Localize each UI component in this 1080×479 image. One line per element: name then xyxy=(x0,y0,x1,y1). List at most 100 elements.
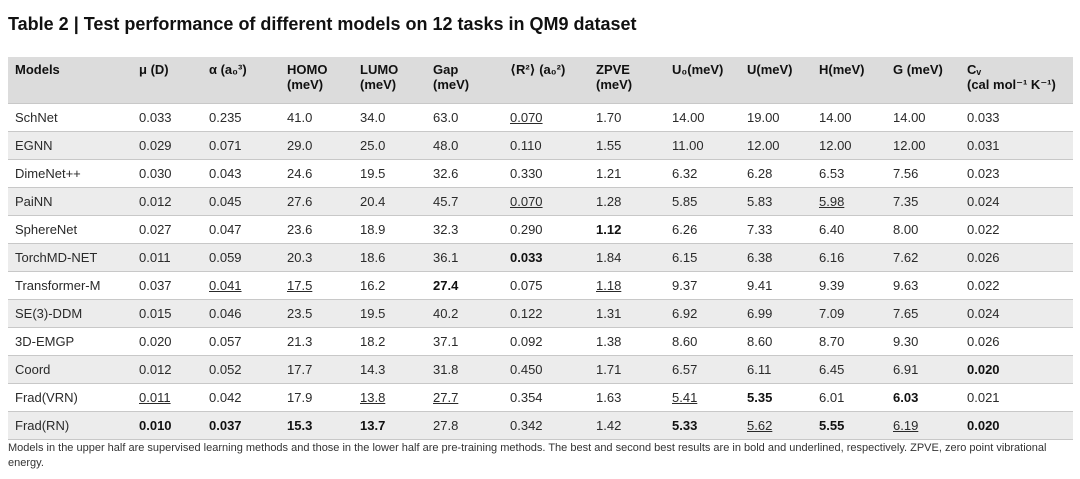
column-header-line: μ (D) xyxy=(139,62,169,77)
value-cell-alpha: 0.041 xyxy=(209,270,287,299)
value-cell-alpha: 0.043 xyxy=(209,158,287,187)
value-cell-u0: 14.00 xyxy=(672,102,747,131)
column-header-u: U(meV) xyxy=(747,57,819,103)
value-cell-alpha: 0.059 xyxy=(209,242,287,271)
value-cell-mu: 0.012 xyxy=(139,186,209,215)
value-cell-mu: 0.037 xyxy=(139,270,209,299)
value-cell-gap: 45.7 xyxy=(433,186,510,215)
column-header-line: LUMO xyxy=(360,62,399,77)
value-cell-g: 6.03 xyxy=(893,382,967,411)
value-cell-cv: 0.024 xyxy=(967,186,1073,215)
value-cell-h: 9.39 xyxy=(819,270,893,299)
value-cell-cv: 0.024 xyxy=(967,298,1073,327)
column-header-lumo: LUMO (meV) xyxy=(360,57,433,103)
value-cell-mu: 0.015 xyxy=(139,298,209,327)
value-cell-lumo: 18.6 xyxy=(360,242,433,271)
value-cell-homo: 23.5 xyxy=(287,298,360,327)
value-cell-zpve: 1.21 xyxy=(596,158,672,187)
value-cell-u0: 9.37 xyxy=(672,270,747,299)
column-header-h: H(meV) xyxy=(819,57,893,103)
value-cell-homo: 29.0 xyxy=(287,130,360,159)
value-cell-zpve: 1.12 xyxy=(596,214,672,243)
column-header-line: ⟨R²⟩ (a₀²) xyxy=(510,62,566,77)
value-cell-zpve: 1.70 xyxy=(596,102,672,131)
value-cell-g: 7.65 xyxy=(893,298,967,327)
value-cell-cv: 0.021 xyxy=(967,382,1073,411)
value-cell-gap: 32.3 xyxy=(433,214,510,243)
model-name-cell: TorchMD-NET xyxy=(8,242,139,271)
value-cell-u0: 11.00 xyxy=(672,130,747,159)
value-cell-r2: 0.110 xyxy=(510,130,596,159)
value-cell-zpve: 1.18 xyxy=(596,270,672,299)
value-cell-gap: 31.8 xyxy=(433,354,510,383)
value-cell-g: 9.63 xyxy=(893,270,967,299)
value-cell-g: 7.62 xyxy=(893,242,967,271)
value-cell-lumo: 16.2 xyxy=(360,270,433,299)
model-name-cell: SchNet xyxy=(8,102,139,131)
value-cell-alpha: 0.071 xyxy=(209,130,287,159)
value-cell-zpve: 1.71 xyxy=(596,354,672,383)
value-cell-mu: 0.011 xyxy=(139,242,209,271)
table-row: SE(3)-DDM 0.015 0.046 23.5 19.5 40.2 0.122 1.31… xyxy=(8,298,1073,327)
model-name-cell: DimeNet++ xyxy=(8,158,139,187)
value-cell-homo: 17.5 xyxy=(287,270,360,299)
value-cell-g: 6.19 xyxy=(893,410,967,440)
value-cell-u0: 5.33 xyxy=(672,410,747,440)
model-name-cell: EGNN xyxy=(8,130,139,159)
value-cell-h: 8.70 xyxy=(819,326,893,355)
value-cell-r2: 0.450 xyxy=(510,354,596,383)
value-cell-u0: 6.57 xyxy=(672,354,747,383)
value-cell-r2: 0.290 xyxy=(510,214,596,243)
value-cell-r2: 0.330 xyxy=(510,158,596,187)
model-name-cell: SE(3)-DDM xyxy=(8,298,139,327)
value-cell-lumo: 19.5 xyxy=(360,158,433,187)
value-cell-gap: 27.7 xyxy=(433,382,510,411)
column-header-line: Cᵥ xyxy=(967,62,982,77)
table-row: Transformer-M 0.037 0.041 17.5 16.2 27.4 0.075… xyxy=(8,270,1073,299)
column-header-line: (meV) xyxy=(433,77,470,92)
value-cell-lumo: 13.7 xyxy=(360,410,433,440)
column-header-line: Gap xyxy=(433,62,459,77)
value-cell-gap: 27.8 xyxy=(433,410,510,440)
value-cell-g: 14.00 xyxy=(893,102,967,131)
value-cell-alpha: 0.046 xyxy=(209,298,287,327)
value-cell-u: 9.41 xyxy=(747,270,819,299)
value-cell-h: 7.09 xyxy=(819,298,893,327)
model-name-cell: Frad(VRN) xyxy=(8,382,139,411)
results-table: Models μ (D) α (a₀³) HOMO (meV) LUMO (meV) Gap(… xyxy=(8,57,1073,440)
model-name-cell: 3D-EMGP xyxy=(8,326,139,355)
value-cell-r2: 0.070 xyxy=(510,102,596,131)
value-cell-mu: 0.033 xyxy=(139,102,209,131)
value-cell-lumo: 25.0 xyxy=(360,130,433,159)
value-cell-cv: 0.022 xyxy=(967,214,1073,243)
table-row: 3D-EMGP 0.020 0.057 21.3 18.2 37.1 0.092 1.38 8.… xyxy=(8,326,1073,355)
column-header-g: G (meV) xyxy=(893,57,967,103)
column-header-mu: μ (D) xyxy=(139,57,209,103)
value-cell-r2: 0.342 xyxy=(510,410,596,440)
value-cell-mu: 0.020 xyxy=(139,326,209,355)
model-name-cell: SphereNet xyxy=(8,214,139,243)
value-cell-u: 6.28 xyxy=(747,158,819,187)
value-cell-cv: 0.020 xyxy=(967,410,1073,440)
value-cell-h: 6.40 xyxy=(819,214,893,243)
column-header-line: U(meV) xyxy=(747,62,793,77)
value-cell-lumo: 19.5 xyxy=(360,298,433,327)
value-cell-mu: 0.010 xyxy=(139,410,209,440)
value-cell-h: 14.00 xyxy=(819,102,893,131)
value-cell-mu: 0.011 xyxy=(139,382,209,411)
value-cell-homo: 23.6 xyxy=(287,214,360,243)
value-cell-lumo: 14.3 xyxy=(360,354,433,383)
value-cell-alpha: 0.047 xyxy=(209,214,287,243)
value-cell-homo: 17.7 xyxy=(287,354,360,383)
value-cell-gap: 63.0 xyxy=(433,102,510,131)
value-cell-u: 6.11 xyxy=(747,354,819,383)
table-row: PaiNN 0.012 0.045 27.6 20.4 45.7 0.070 1.28 5.85… xyxy=(8,186,1073,215)
column-header-line: (meV) xyxy=(287,77,324,92)
value-cell-alpha: 0.042 xyxy=(209,382,287,411)
value-cell-zpve: 1.28 xyxy=(596,186,672,215)
value-cell-gap: 40.2 xyxy=(433,298,510,327)
value-cell-alpha: 0.235 xyxy=(209,102,287,131)
column-header-line: (cal mol⁻¹ K⁻¹) xyxy=(967,77,1056,92)
value-cell-h: 5.98 xyxy=(819,186,893,215)
value-cell-u0: 8.60 xyxy=(672,326,747,355)
